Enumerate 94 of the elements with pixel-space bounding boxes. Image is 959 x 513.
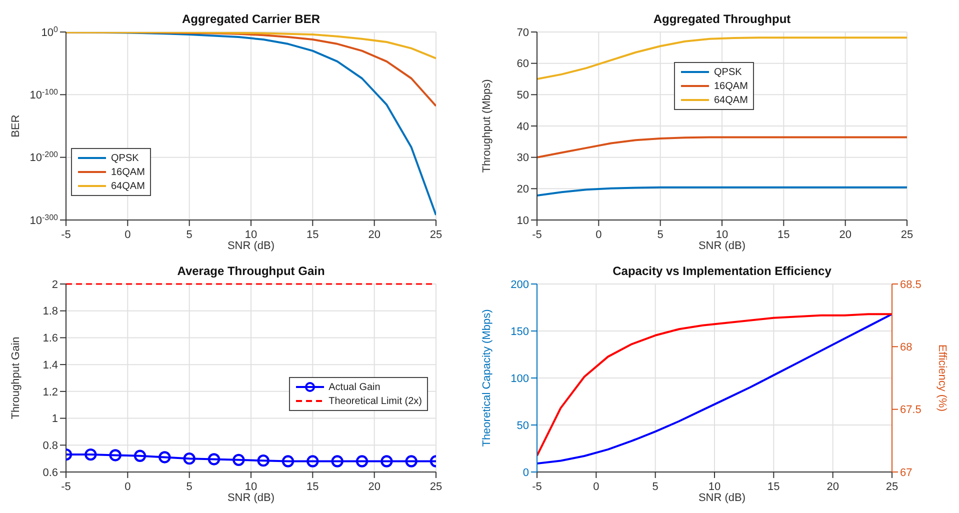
y-tick-label: 20 [516, 184, 529, 196]
legend-label: 16QAM [714, 80, 748, 92]
x-tick-label: 15 [306, 480, 319, 493]
legend-label: Actual Gain [328, 382, 380, 392]
y-tick-label: 150 [510, 326, 529, 338]
y-axis-title: Throughput (Mbps) [480, 78, 494, 175]
x-tick-label: 20 [839, 228, 852, 241]
point [282, 455, 294, 468]
y-tick-label: 50 [516, 420, 529, 432]
y-tick-label: 100 [510, 372, 529, 385]
x-tick-label: 0 [124, 480, 131, 493]
x-tick-label: 15 [778, 228, 790, 241]
y-tick-label: 70 [516, 26, 529, 39]
legend-label: 64QAM [714, 94, 748, 106]
y2-tick-label: 68 [900, 342, 912, 354]
y-axis-title: Throughput Gain [9, 336, 23, 422]
x-tick-label: 0 [593, 480, 600, 493]
y-tick-label: 10$^{-300}$ [30, 212, 59, 227]
x-tick-label: 10 [716, 228, 728, 241]
x-tick-label: -5 [61, 228, 71, 241]
y2-tick-label: 68.5 [900, 278, 922, 291]
x-axis-title: SNR (dB) [226, 240, 276, 252]
x-tick-label: 10 [708, 480, 721, 493]
y-tick-label: 40 [516, 120, 529, 133]
x-tick-label: 25 [430, 228, 442, 241]
point [158, 451, 171, 464]
y-axis-title: Theoretical Capacity (Mbps) [480, 308, 494, 449]
y-tick-label: 10$^{0}$ [41, 24, 59, 39]
point [306, 455, 319, 468]
x-tick-label: 25 [430, 480, 442, 493]
point [109, 449, 122, 462]
y-tick-label: 1.6 [42, 332, 58, 345]
x-tick-label: 0 [596, 228, 602, 241]
y-tick-label: 1.8 [42, 306, 58, 318]
x-tick-label: 20 [368, 228, 380, 241]
x-tick-label: -5 [532, 480, 542, 493]
line-series [537, 36, 907, 80]
legend-label: QPSK [111, 152, 139, 164]
x-tick-label: -5 [61, 480, 71, 493]
y-axis-title: BER [9, 114, 23, 140]
y-tick-label: 50 [516, 90, 529, 102]
x-tick-label: -5 [532, 228, 542, 241]
x-tick-label: 5 [657, 228, 664, 241]
chart-title: Aggregated Throughput [652, 12, 792, 26]
point [380, 455, 393, 468]
x-tick-label: 25 [900, 228, 914, 241]
point [257, 454, 270, 467]
y-tick-label: 1.4 [42, 359, 58, 372]
point [405, 455, 418, 468]
x-axis-title: SNR (dB) [226, 492, 276, 504]
y-tick-label: 0 [522, 466, 529, 479]
y-tick-label: 10 [516, 214, 529, 227]
point [134, 450, 146, 462]
y2-tick-label: 67 [900, 466, 912, 479]
chart-title: Average Throughput Gain [176, 264, 326, 278]
point [232, 454, 245, 466]
legend-label: QPSK [714, 66, 742, 78]
line-series [537, 186, 907, 197]
x-tick-label: 15 [768, 480, 780, 493]
point [356, 455, 368, 468]
point [208, 453, 220, 466]
y2-tick-label: 67.5 [900, 404, 922, 416]
x-axis-title: SNR (dB) [697, 492, 747, 504]
point [183, 452, 196, 465]
x-tick-label: 25 [886, 480, 898, 493]
y-tick-label: 2 [52, 278, 58, 291]
y2-axis-title: Efficiency (%) [935, 343, 949, 414]
y-tick-label: 10$^{-100}$ [30, 87, 59, 102]
x-tick-label: 5 [186, 228, 192, 241]
chart-title: Aggregated Carrier BER [180, 12, 322, 26]
legend-label: Theoretical Limit (2x) [328, 396, 422, 406]
x-tick-label: 20 [368, 480, 380, 493]
x-tick-label: 15 [306, 228, 319, 241]
x-tick-label: 10 [244, 228, 258, 241]
x-tick-label: 10 [244, 480, 258, 493]
y-tick-label: 10$^{-200}$ [30, 150, 59, 164]
y-tick-label: 0.6 [42, 466, 58, 479]
x-tick-label: 0 [124, 228, 131, 241]
x-tick-label: 5 [186, 480, 192, 493]
point [84, 448, 97, 461]
point [331, 455, 344, 468]
y-tick-label: 1 [52, 413, 58, 426]
y-tick-label: 0.8 [42, 440, 58, 452]
chart-title: Capacity vs Implementation Efficiency [612, 264, 832, 278]
x-axis-title: SNR (dB) [697, 240, 747, 252]
x-tick-label: 20 [826, 480, 839, 493]
y-tick-label: 60 [516, 58, 529, 70]
y-tick-label: 200 [510, 278, 529, 291]
line-series [537, 136, 907, 158]
y-tick-label: 1.2 [42, 386, 58, 398]
x-tick-label: 5 [652, 480, 658, 493]
legend-label: 64QAM [111, 180, 145, 192]
y-tick-label: 30 [516, 152, 529, 164]
legend-label: 16QAM [111, 166, 145, 178]
